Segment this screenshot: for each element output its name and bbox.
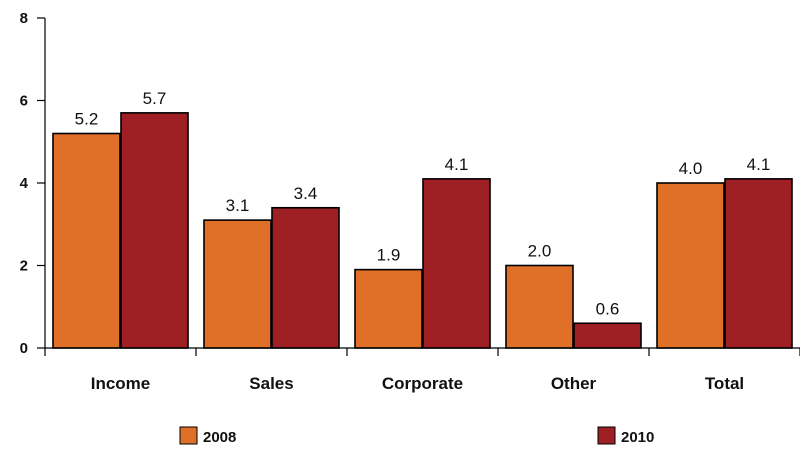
data-label: 3.1 xyxy=(226,196,250,215)
bar-2008-total xyxy=(656,182,725,349)
x-tick-label: Corporate xyxy=(382,374,463,393)
data-label: 2.0 xyxy=(528,242,552,261)
data-label: 4.1 xyxy=(445,155,469,174)
data-label: 4.1 xyxy=(747,155,771,174)
x-tick-label: Sales xyxy=(249,374,293,393)
data-label: 3.4 xyxy=(294,184,318,203)
data-labels: 5.2 5.7 3.1 3.4 1.9 4.1 2.0 0.6 4.0 4.1 xyxy=(75,89,771,318)
data-label: 5.2 xyxy=(75,110,99,129)
y-tick-label: 4 xyxy=(20,175,29,192)
x-tick-label: Total xyxy=(705,374,744,393)
x-tick-label: Income xyxy=(91,374,151,393)
bar-2008-sales xyxy=(203,219,272,349)
y-tick-label: 8 xyxy=(20,10,28,27)
bar-2010-income xyxy=(120,112,189,349)
y-tick-label: 6 xyxy=(20,93,28,110)
data-label: 5.7 xyxy=(143,89,167,108)
data-label: 1.9 xyxy=(377,246,401,265)
legend-label-2008: 2008 xyxy=(203,429,236,446)
bar-2010-sales xyxy=(271,206,340,349)
data-label: 4.0 xyxy=(679,159,703,178)
y-tick-label: 0 xyxy=(20,340,28,357)
bar-2010-corporate xyxy=(422,178,491,349)
legend-label-2010: 2010 xyxy=(621,429,654,446)
legend: 2008 2010 xyxy=(179,426,654,446)
bar-2008-corporate xyxy=(354,268,423,349)
y-axis: 0 2 4 6 8 xyxy=(20,10,46,357)
x-tick-label: Other xyxy=(551,374,597,393)
bar-2010-other xyxy=(573,322,642,349)
bars xyxy=(52,112,793,349)
legend-swatch-2008 xyxy=(179,426,198,445)
bar-2008-other xyxy=(505,264,574,349)
bar-2010-total xyxy=(724,178,793,349)
legend-swatch-2010 xyxy=(597,426,616,445)
y-tick-label: 2 xyxy=(20,258,28,275)
x-axis: Income Sales Corporate Other Total xyxy=(44,347,800,393)
data-label: 0.6 xyxy=(596,299,620,318)
bar-2008-income xyxy=(52,132,121,349)
